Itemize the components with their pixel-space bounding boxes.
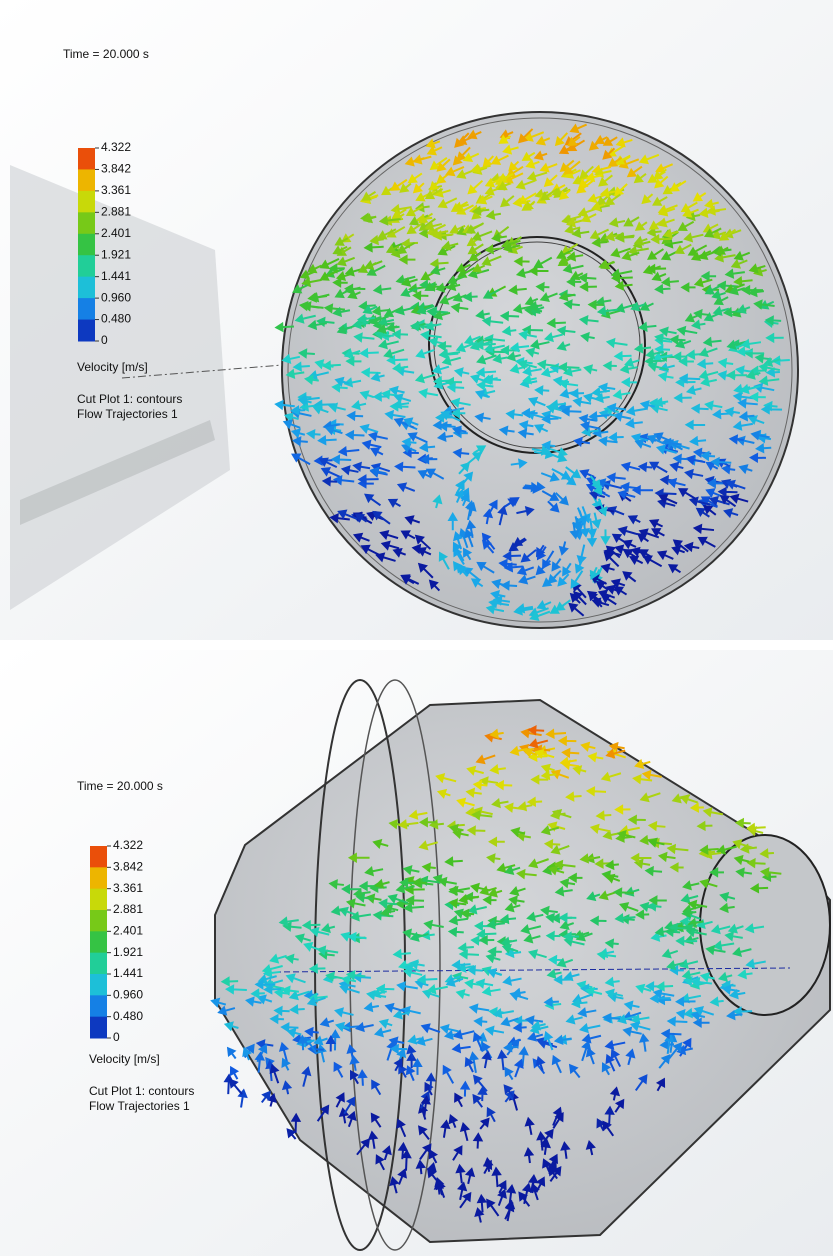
- caption: Flow Trajectories 1: [89, 1099, 190, 1113]
- colorbar-segment: [90, 1017, 107, 1039]
- time-label: Time = 20.000 s: [77, 779, 163, 793]
- colorbar-segment: [90, 995, 107, 1017]
- colorbar-segment: [78, 255, 95, 277]
- colorbar-label: 3.842: [113, 860, 143, 874]
- colorbar-label: 0: [113, 1030, 120, 1044]
- colorbar-label: 0.480: [113, 1009, 143, 1023]
- colorbar-label: 4.322: [101, 140, 131, 154]
- colorbar-label: 4.322: [113, 838, 143, 852]
- colorbar-label: 2.881: [113, 902, 143, 916]
- colorbar-label: 0.960: [101, 290, 131, 304]
- legend-title: Velocity [m/s]: [89, 1052, 160, 1066]
- colorbar-label: 2.401: [101, 226, 131, 240]
- colorbar-label: 2.401: [113, 924, 143, 938]
- caption: Flow Trajectories 1: [77, 407, 178, 421]
- colorbar-segment: [90, 931, 107, 953]
- colorbar-segment: [78, 191, 95, 213]
- outlet: [700, 835, 830, 1015]
- colorbar-segment: [78, 212, 95, 234]
- caption: Cut Plot 1: contours: [77, 392, 182, 406]
- legend-title: Velocity [m/s]: [77, 360, 148, 374]
- colorbar-segment: [78, 148, 95, 170]
- colorbar-label: 1.441: [113, 966, 143, 980]
- colorbar-label: 3.361: [101, 183, 131, 197]
- colorbar-segment: [78, 320, 95, 342]
- colorbar-segment: [78, 298, 95, 320]
- colorbar-segment: [90, 953, 107, 975]
- colorbar-segment: [90, 889, 107, 911]
- colorbar-segment: [78, 169, 95, 191]
- colorbar-segment: [90, 846, 107, 868]
- colorbar-label: 3.361: [113, 881, 143, 895]
- colorbar-segment: [90, 867, 107, 889]
- caption: Cut Plot 1: contours: [89, 1084, 194, 1098]
- colorbar-segment: [90, 974, 107, 996]
- colorbar-label: 0.480: [101, 312, 131, 326]
- colorbar-label: 1.921: [101, 247, 131, 261]
- colorbar-label: 1.441: [101, 269, 131, 283]
- colorbar-segment: [78, 234, 95, 256]
- colorbar-label: 1.921: [113, 945, 143, 959]
- screenshot: Time = 20.000 s 4.322 3.842 3.361 2.881 2.401…: [0, 0, 833, 1256]
- colorbar-label: 0: [101, 333, 108, 347]
- page: Time = 20.000 s 4.322 3.842 3.361 2.881 2.401…: [0, 0, 833, 1256]
- colorbar-label: 2.881: [101, 205, 131, 219]
- colorbar-segment: [90, 910, 107, 932]
- colorbar-label: 0.960: [113, 988, 143, 1002]
- colorbar-segment: [78, 277, 95, 299]
- colorbar-label: 3.842: [101, 162, 131, 176]
- time-label: Time = 20.000 s: [63, 47, 149, 61]
